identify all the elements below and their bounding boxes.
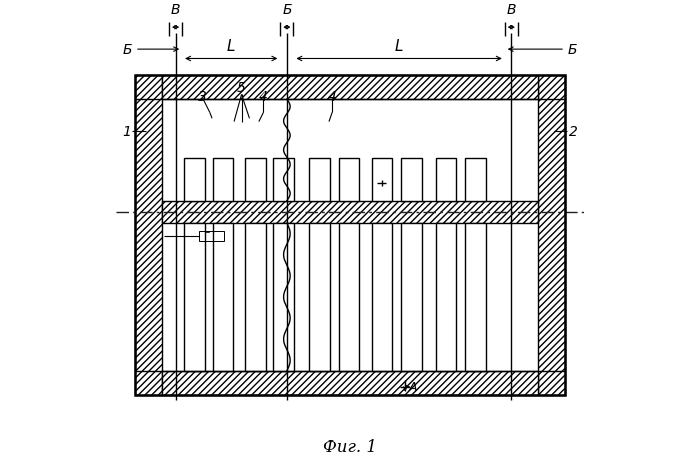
Text: В: В xyxy=(507,3,516,17)
Bar xyxy=(339,224,359,371)
Bar xyxy=(213,158,233,201)
Bar xyxy=(162,371,538,395)
Bar xyxy=(401,224,422,371)
Text: L: L xyxy=(227,39,235,54)
Bar xyxy=(213,224,233,371)
Text: Г: Г xyxy=(203,232,209,242)
Text: Фиг. 1: Фиг. 1 xyxy=(323,438,377,455)
Bar xyxy=(435,224,456,371)
Text: 4: 4 xyxy=(328,89,337,104)
Bar xyxy=(162,76,538,100)
Bar xyxy=(273,224,294,371)
Bar xyxy=(162,224,538,371)
Text: L: L xyxy=(395,39,403,54)
Bar xyxy=(538,76,565,395)
Bar xyxy=(309,224,330,371)
Bar xyxy=(372,224,392,371)
Bar xyxy=(401,158,422,201)
Bar xyxy=(245,158,266,201)
Bar xyxy=(185,158,205,201)
Bar xyxy=(309,158,330,201)
Text: 5: 5 xyxy=(237,80,246,94)
Text: 2: 2 xyxy=(569,125,577,139)
Bar xyxy=(185,224,205,371)
Text: В: В xyxy=(171,3,181,17)
Bar xyxy=(435,158,456,201)
Text: Д: Д xyxy=(214,232,223,242)
Text: А: А xyxy=(384,161,392,174)
Bar xyxy=(465,224,486,371)
Text: 3: 3 xyxy=(198,89,207,104)
Bar xyxy=(162,201,538,224)
Bar xyxy=(162,100,538,201)
Bar xyxy=(465,158,486,201)
Bar xyxy=(273,158,294,201)
Bar xyxy=(199,231,224,242)
Text: А: А xyxy=(408,380,417,393)
Bar xyxy=(372,158,392,201)
Bar xyxy=(339,158,359,201)
Text: 4: 4 xyxy=(259,89,268,104)
Bar xyxy=(135,76,162,395)
Text: Б: Б xyxy=(568,43,577,57)
Text: Б: Б xyxy=(123,43,132,57)
Bar xyxy=(245,224,266,371)
Text: Б: Б xyxy=(282,3,292,17)
Bar xyxy=(135,76,565,395)
Text: 1: 1 xyxy=(122,125,131,139)
